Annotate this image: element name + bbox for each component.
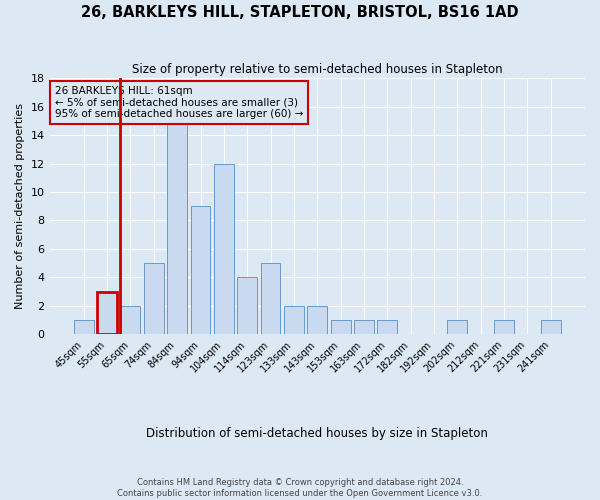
Bar: [97, 292, 117, 335]
Bar: [307, 306, 327, 334]
Bar: [238, 278, 257, 334]
Text: 26 BARKLEYS HILL: 61sqm
← 5% of semi-detached houses are smaller (3)
95% of semi: 26 BARKLEYS HILL: 61sqm ← 5% of semi-det…: [55, 86, 303, 119]
Bar: [121, 306, 140, 334]
Bar: [214, 164, 234, 334]
Bar: [191, 206, 211, 334]
Bar: [167, 121, 187, 334]
Bar: [331, 320, 350, 334]
Text: Contains HM Land Registry data © Crown copyright and database right 2024.
Contai: Contains HM Land Registry data © Crown c…: [118, 478, 482, 498]
Bar: [377, 320, 397, 334]
Bar: [144, 263, 164, 334]
Title: Size of property relative to semi-detached houses in Stapleton: Size of property relative to semi-detach…: [132, 62, 503, 76]
Y-axis label: Number of semi-detached properties: Number of semi-detached properties: [15, 104, 25, 310]
Bar: [354, 320, 374, 334]
Bar: [448, 320, 467, 334]
Text: 26, BARKLEYS HILL, STAPLETON, BRISTOL, BS16 1AD: 26, BARKLEYS HILL, STAPLETON, BRISTOL, B…: [81, 5, 519, 20]
X-axis label: Distribution of semi-detached houses by size in Stapleton: Distribution of semi-detached houses by …: [146, 427, 488, 440]
Bar: [284, 306, 304, 334]
Bar: [74, 320, 94, 334]
Bar: [260, 263, 280, 334]
Bar: [494, 320, 514, 334]
Bar: [541, 320, 560, 334]
